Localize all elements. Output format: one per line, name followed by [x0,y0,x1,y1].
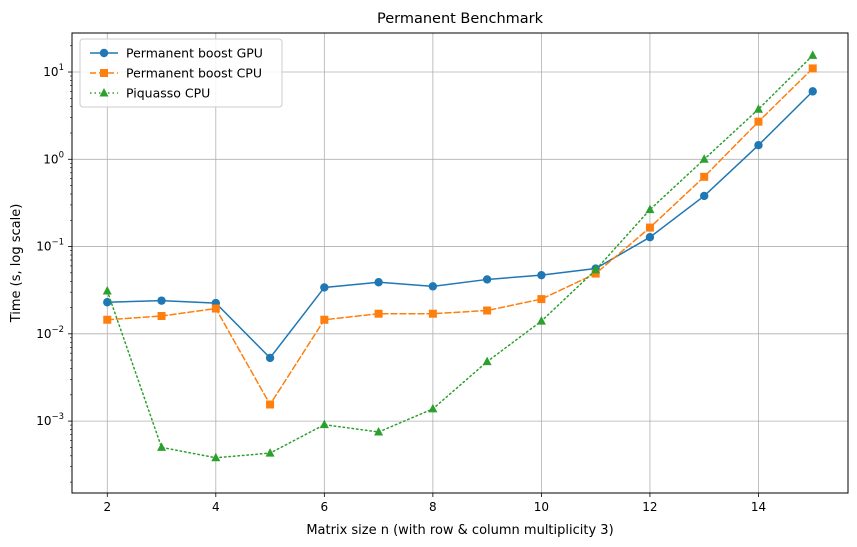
data-point [320,283,329,292]
x-axis-label: Matrix size n (with row & column multipl… [306,523,613,538]
data-point [699,191,709,201]
y-axis-label: Time (s, log scale) [9,204,24,324]
data-point [211,452,221,462]
y-tick-label: 101 [43,63,64,79]
data-point [374,278,383,287]
legend-label: Permanent boost GPU [126,46,263,61]
legend-label: Piquasso CPU [126,86,210,101]
y-tick-base: 10 [36,327,51,341]
y-tick-label: 10−2 [36,325,64,341]
data-point [157,442,167,451]
plot-frame [71,32,849,494]
data-point [319,419,329,429]
x-tick-label: 8 [429,500,437,514]
y-tick-exponent: −1 [51,238,64,248]
y-tick-base: 10 [36,240,51,254]
data-point [102,285,112,295]
data-point [482,356,492,366]
data-point [157,312,166,321]
data-point [754,141,763,150]
data-point [428,309,437,318]
x-tick-label: 12 [642,500,657,514]
legend: Permanent boost GPU Permanent boost CPU Pi… [79,38,283,108]
x-tick-label: 2 [103,500,111,514]
data-point [211,304,220,313]
data-point [645,204,655,214]
y-tick-base: 10 [36,414,51,428]
data-point [808,50,818,59]
data-point [103,298,112,307]
data-point [157,296,166,305]
data-point [428,282,438,291]
y-tick-exponent: 1 [59,63,64,73]
data-point [103,315,112,324]
data-point [320,315,329,324]
data-point [99,88,109,97]
x-tick-label: 10 [534,500,549,514]
y-tick-exponent: 0 [59,150,64,160]
data-point [482,275,492,284]
series-line [106,54,814,459]
data-point [428,403,438,413]
series-piquasso-cpu [102,50,818,462]
data-point [374,427,384,436]
data-point [591,264,601,274]
y-tick-exponent: −3 [51,412,64,422]
grid [72,33,848,493]
y-tick-exponent: −2 [51,325,64,335]
plot-area [72,33,848,493]
data-point [700,172,709,181]
data-point [645,233,655,242]
y-tick-base: 10 [43,152,58,166]
x-tick-label: 4 [212,500,220,514]
x-tick-label: 6 [321,500,329,514]
data-point [374,309,383,318]
series-permanent-boost-cpu [103,64,817,409]
data-point [754,117,763,126]
data-point [266,400,275,409]
x-tick-label: 14 [751,500,766,514]
data-point [808,87,817,96]
data-point [645,223,654,232]
data-point [99,48,109,58]
legend-item: Permanent boost GPU [90,46,263,61]
y-tick-label: 10−1 [36,238,64,254]
data-point [100,69,108,77]
data-point [591,269,600,278]
data-point [699,154,709,163]
y-tick-label: 10−3 [36,412,64,428]
x-axis: 2 4 6 8 10 12 14 [103,493,766,514]
series-line [106,67,814,406]
y-tick-base: 10 [43,65,58,79]
legend-box [79,38,283,108]
data-point [265,353,275,363]
data-point [265,448,275,457]
series-line [106,90,814,360]
data-point [537,295,546,304]
chart-title: Permanent Benchmark [377,11,544,27]
series-permanent-boost-gpu [103,87,817,363]
legend-item: Piquasso CPU [90,86,210,101]
series-layer [102,50,818,462]
legend-item: Permanent boost CPU [90,66,262,81]
data-point [536,316,546,325]
y-tick-label: 100 [43,150,64,166]
data-point [483,306,492,315]
data-point [753,104,763,113]
data-point [537,270,546,280]
legend-label: Permanent boost CPU [126,66,262,81]
data-point [808,64,817,73]
